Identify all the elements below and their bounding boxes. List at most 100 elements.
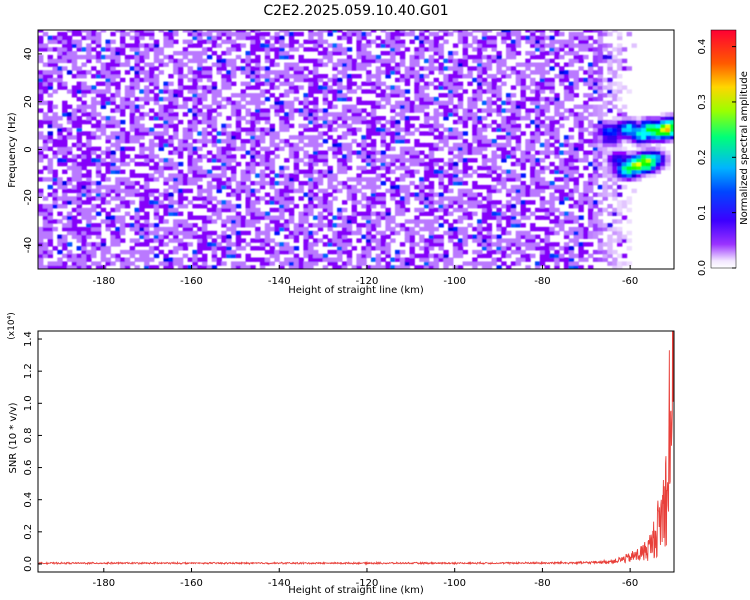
heatmap-cell (269, 139, 275, 144)
heatmap-cell (134, 154, 140, 159)
heatmap-cell (462, 35, 468, 41)
heatmap-cell (158, 62, 164, 67)
heatmap-cell (525, 184, 531, 190)
heatmap-cell (535, 54, 541, 60)
heatmap-cell (245, 192, 251, 197)
heatmap-cell (105, 184, 111, 190)
heatmap-cell (428, 196, 435, 201)
heatmap-cell (86, 257, 92, 262)
heatmap-cell (375, 116, 382, 121)
heatmap-cell (409, 219, 415, 224)
heatmap-cell (250, 238, 256, 243)
heatmap-cell (231, 135, 237, 140)
heatmap-cell (457, 93, 464, 98)
heatmap-cell (279, 261, 285, 266)
heatmap-cell (139, 196, 145, 201)
heatmap-cell (588, 123, 594, 129)
heatmap-cell (91, 89, 97, 94)
heatmap-cell (477, 119, 483, 125)
heatmap-cell (506, 207, 512, 213)
heatmap-cell (433, 207, 439, 213)
heatmap-cell (414, 207, 420, 213)
heatmap-cell (501, 154, 507, 159)
heatmap-cell (583, 196, 589, 201)
heatmap-cell (563, 161, 570, 167)
heatmap-cell (211, 211, 218, 216)
heatmap-cell (293, 66, 300, 71)
heatmap-cell (71, 261, 78, 266)
heatmap-cell (496, 62, 502, 67)
heatmap-cell (57, 131, 63, 136)
heatmap-cell (47, 165, 53, 171)
heatmap-cell (187, 150, 193, 155)
heatmap-cell (52, 89, 58, 94)
heatmap-cell (530, 177, 536, 182)
heatmap-cell (506, 192, 512, 197)
heatmap-cell (467, 204, 473, 209)
heatmap-cell (573, 31, 579, 37)
heatmap-cell (120, 158, 126, 163)
heatmap-cell (298, 43, 304, 48)
heatmap-cell (481, 161, 488, 167)
heatmap-cell (520, 165, 526, 171)
heatmap-cell (375, 192, 382, 197)
heatmap-cell (139, 77, 145, 83)
heatmap-cell (139, 112, 145, 117)
heatmap-cell (105, 100, 111, 106)
heatmap-cell (462, 123, 468, 129)
heatmap-cell (597, 93, 604, 98)
heatmap-cell (226, 204, 232, 209)
heatmap-cell (448, 238, 454, 243)
heatmap-cell (255, 119, 261, 125)
heatmap-cell (66, 165, 73, 171)
heatmap-cell (375, 119, 382, 125)
heatmap-cell (602, 154, 608, 159)
heatmap-cell (235, 43, 242, 48)
heatmap-cell (588, 204, 594, 209)
heatmap-cell (544, 234, 550, 239)
heatmap-cell (308, 230, 314, 236)
heatmap-cell (76, 181, 82, 186)
heatmap-cell (539, 226, 546, 232)
heatmap-cell (308, 100, 314, 106)
heatmap-cell (549, 135, 555, 140)
heatmap-cell (235, 211, 242, 216)
heatmap-cell (221, 74, 227, 79)
heatmap-cell (414, 192, 420, 197)
heatmap-cell (332, 51, 338, 56)
heatmap-cell (380, 96, 386, 102)
heatmap-cell (462, 215, 468, 220)
heatmap-cell (274, 223, 280, 228)
heatmap-cell (144, 261, 150, 266)
heatmap-cell (211, 85, 218, 90)
heatmap-cell (66, 127, 73, 132)
heatmap-cell (293, 161, 300, 167)
heatmap-cell (457, 265, 464, 269)
heatmap-cell (472, 226, 478, 232)
heatmap-cell (47, 70, 53, 75)
heatmap-cell (129, 135, 136, 140)
heatmap-cells (38, 30, 674, 269)
heatmap-cell (535, 139, 541, 144)
heatmap-cell (462, 242, 468, 247)
heatmap-cell (62, 54, 68, 60)
heatmap-cell (375, 85, 382, 90)
heatmap-cell (158, 142, 164, 148)
heatmap-cell (515, 116, 522, 121)
heatmap-cell (554, 177, 560, 182)
heatmap-cell (520, 85, 526, 90)
heatmap-cell (588, 223, 594, 228)
heatmap-cell (120, 230, 126, 236)
heatmap-cell (568, 35, 575, 41)
heatmap-cell (81, 207, 87, 213)
heatmap-cell (129, 181, 136, 186)
heatmap-cell (525, 35, 531, 41)
heatmap-cell (153, 39, 160, 44)
heatmap-cell (414, 116, 420, 121)
heatmap-cell (279, 226, 285, 232)
heatmap-cell (322, 150, 329, 155)
heatmap-cell (597, 173, 604, 178)
heatmap-cell (583, 150, 589, 155)
heatmap-cell (115, 142, 121, 148)
heatmap-cell (134, 188, 140, 194)
